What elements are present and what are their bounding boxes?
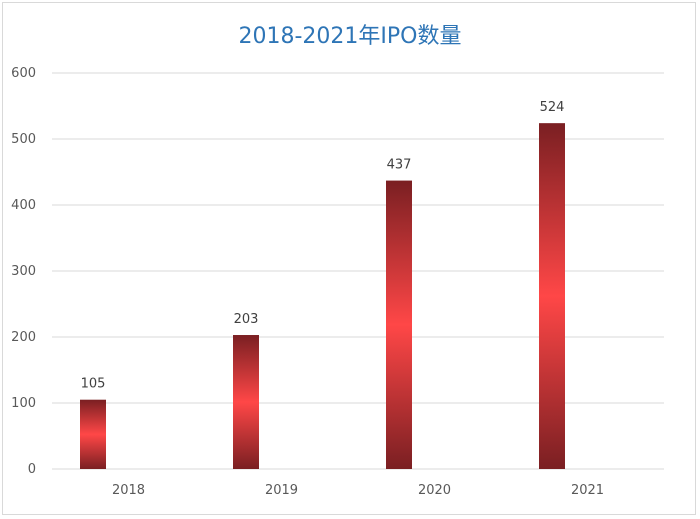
bar-2018 xyxy=(80,399,106,469)
data-label: 105 xyxy=(81,377,106,392)
y-tick-label: 0 xyxy=(28,462,36,477)
data-label: 203 xyxy=(234,312,259,327)
y-tick-label: 100 xyxy=(11,396,36,411)
y-axis-ticks: 0 100 200 300 400 500 600 xyxy=(11,66,36,477)
data-labels: 105 203 437 524 xyxy=(81,100,565,392)
y-tick-label: 300 xyxy=(11,264,36,279)
y-tick-label: 400 xyxy=(11,198,36,213)
data-label: 524 xyxy=(540,100,565,115)
x-tick-label: 2020 xyxy=(418,483,451,498)
bars xyxy=(80,123,565,469)
x-tick-label: 2018 xyxy=(112,483,145,498)
chart-title: 2018-2021年IPO数量 xyxy=(238,24,462,49)
bar-2019 xyxy=(233,335,259,469)
gridlines xyxy=(52,72,664,470)
x-tick-label: 2021 xyxy=(571,483,604,498)
x-tick-label: 2019 xyxy=(265,483,298,498)
data-label: 437 xyxy=(387,158,412,173)
bar-2021 xyxy=(539,123,565,469)
x-axis-ticks: 2018 2019 2020 2021 xyxy=(112,483,604,498)
y-tick-label: 500 xyxy=(11,132,36,147)
y-tick-label: 200 xyxy=(11,330,36,345)
y-tick-label: 600 xyxy=(11,66,36,81)
bar-2020 xyxy=(386,180,412,469)
chart-frame xyxy=(2,2,696,515)
